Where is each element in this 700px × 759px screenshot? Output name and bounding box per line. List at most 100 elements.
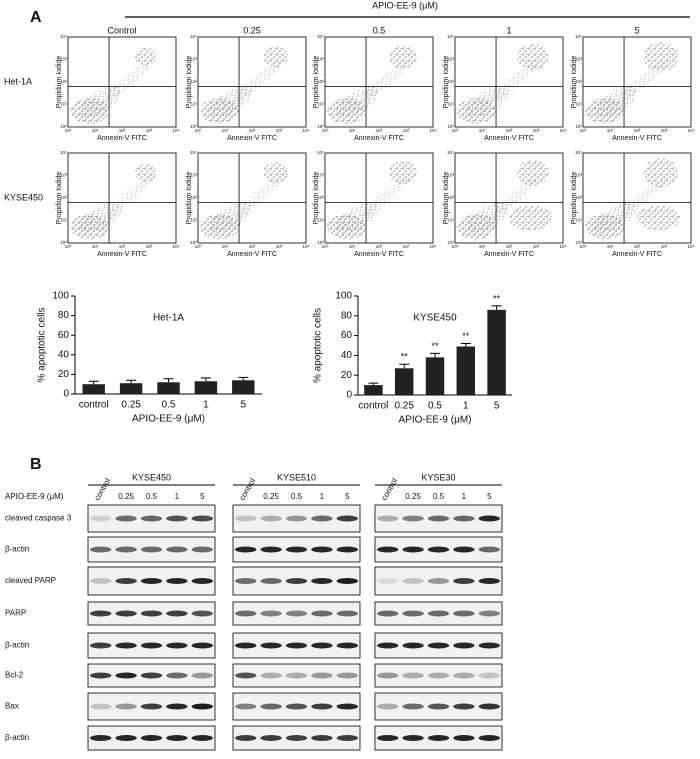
band	[115, 578, 137, 584]
y-tick-label: 10²	[60, 79, 67, 84]
x-tick-label: 1	[203, 400, 209, 411]
band	[311, 642, 333, 649]
x-tick-label: 10⁴	[430, 244, 437, 249]
band	[166, 578, 188, 584]
band	[235, 578, 257, 584]
y-tick-label: 10³	[317, 173, 324, 178]
y-tick-label: 10²	[447, 195, 454, 200]
band	[377, 672, 399, 679]
lane-label: 0.5	[433, 492, 445, 501]
band	[191, 642, 213, 649]
band	[140, 735, 163, 741]
x-tick-label: 10⁴	[430, 128, 437, 133]
y-tick-label: 10⁰	[317, 124, 324, 129]
row-label: β-actin	[5, 641, 29, 650]
lane-label: control	[92, 477, 112, 502]
band	[166, 735, 188, 741]
band	[90, 735, 112, 741]
y-tick-label: 10⁰	[575, 124, 582, 129]
band	[402, 578, 424, 584]
band	[166, 642, 188, 649]
plot-frame	[324, 152, 434, 244]
row-label: Het-1A	[4, 76, 32, 86]
band	[478, 515, 500, 522]
y-tick-label: 10³	[60, 173, 67, 178]
band	[402, 735, 424, 741]
band	[115, 703, 137, 710]
y-tick-label: 10¹	[575, 218, 582, 223]
y-tick-label: 40	[341, 350, 353, 361]
y-tick-label: 10⁰	[447, 240, 454, 245]
plot-frame	[454, 36, 564, 128]
y-tick-label: 10²	[317, 195, 324, 200]
band	[336, 578, 358, 584]
error-bar	[430, 352, 440, 358]
y-axis-label: Propidium Iodide	[313, 172, 320, 225]
band	[311, 703, 333, 710]
x-tick-label: 10³	[403, 128, 410, 133]
bar	[487, 309, 506, 395]
cell-cloud	[489, 176, 540, 220]
lane-label: 5	[487, 492, 492, 501]
bar	[82, 384, 105, 394]
band	[285, 642, 308, 649]
x-tick-label: 0.25	[121, 400, 141, 411]
x-tick-label: control	[79, 400, 109, 411]
band	[90, 578, 112, 584]
y-tick-label: 10²	[447, 79, 454, 84]
band	[90, 672, 112, 679]
y-axis-label: Propidium Iodide	[313, 56, 320, 109]
band	[115, 546, 137, 553]
band	[285, 672, 308, 679]
y-tick-label: 0	[63, 389, 69, 400]
y-tick-label: 60	[341, 330, 353, 341]
x-tick-label: 10²	[506, 244, 513, 249]
x-tick-label: 10¹	[92, 244, 99, 249]
band	[402, 610, 424, 617]
y-tick-label: 100	[335, 291, 352, 302]
x-tick-label: 10⁰	[195, 244, 202, 249]
band	[453, 642, 475, 649]
cell-cloud	[359, 60, 410, 104]
y-tick-label: 60	[58, 330, 70, 341]
cell-cloud	[643, 42, 679, 72]
y-tick-label: 10¹	[60, 102, 67, 107]
x-tick-label: 10⁴	[688, 128, 695, 133]
y-tick-label: 10¹	[317, 102, 324, 107]
y-tick-label: 10⁰	[190, 240, 197, 245]
y-tick-label: 10¹	[190, 102, 197, 107]
band	[402, 703, 424, 710]
x-tick-label: 10²	[376, 128, 383, 133]
band	[377, 578, 399, 584]
band	[140, 672, 163, 679]
lane-label: control	[237, 477, 257, 502]
band	[478, 735, 500, 741]
band	[140, 642, 163, 649]
y-axis-label: % apoptotic cells	[313, 308, 324, 383]
x-tick-label: 10³	[146, 244, 153, 249]
band	[311, 578, 333, 584]
band	[260, 672, 282, 679]
lane-label: 1	[320, 492, 325, 501]
cell-cloud	[489, 60, 540, 104]
band	[453, 672, 475, 679]
x-tick-label: 0.5	[428, 401, 442, 412]
band	[260, 642, 282, 649]
y-tick-label: 0	[346, 390, 352, 401]
cell-cloud	[388, 161, 417, 185]
bar	[425, 357, 445, 395]
y-tick-label: 10⁴	[190, 34, 197, 39]
band	[336, 610, 358, 617]
band	[260, 515, 282, 522]
band	[115, 642, 137, 649]
column-label: 0.25	[243, 25, 261, 35]
band	[191, 703, 213, 710]
x-tick-label: 10²	[119, 244, 126, 249]
error-bar	[88, 380, 99, 385]
y-tick-label: 10²	[190, 79, 197, 84]
x-axis-label: Annexin-V FITC	[354, 251, 404, 258]
x-tick-label: 10¹	[479, 244, 486, 249]
cell-cloud	[637, 205, 681, 231]
band	[336, 642, 358, 649]
band	[166, 703, 188, 710]
